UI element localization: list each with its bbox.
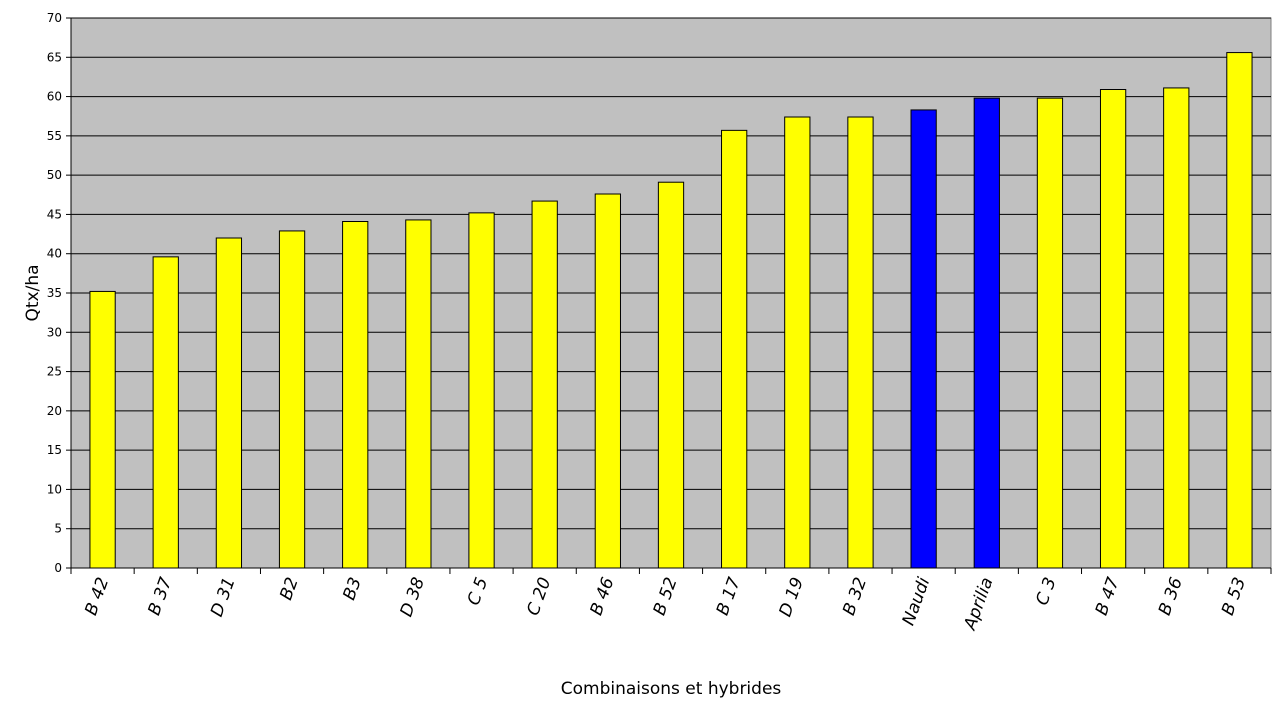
bar [910, 109, 937, 569]
y-tick-label: 30 [47, 325, 62, 339]
x-axis-title: Combinaisons et hybrides [561, 679, 782, 699]
y-tick-label: 40 [47, 247, 62, 261]
bar [1226, 52, 1253, 569]
x-tick-label: D 38 [397, 575, 430, 620]
bar [215, 237, 243, 569]
y-tick-label: 5 [54, 522, 62, 536]
x-tick-label: B3 [339, 575, 365, 603]
y-axis-ticks: 0 5 10 15 20 25 30 35 40 45 50 55 60 65 70 [47, 11, 71, 575]
y-tick-label: 25 [47, 365, 62, 379]
x-tick-label: B 17 [713, 575, 745, 618]
bar [278, 230, 306, 569]
y-tick-label: 65 [47, 50, 62, 64]
y-tick-label: 20 [47, 404, 62, 418]
y-tick-label: 45 [47, 207, 62, 221]
bar [594, 193, 621, 569]
x-tick-label: Naudi [899, 575, 935, 629]
bar [1099, 89, 1127, 569]
y-tick-label: 35 [47, 286, 62, 300]
bar [973, 97, 1000, 569]
x-tick-label: B 52 [650, 575, 682, 618]
x-tick-label: Aprilia [960, 575, 998, 634]
x-axis-ticks: B 42 B 37 D 31 B2 B3 D 38 C 5 C 20 B 46 B 52 B 17 D… [70, 568, 1272, 634]
bar [531, 200, 558, 569]
x-tick-label: B 37 [144, 575, 176, 618]
x-tick-label: C 5 [464, 575, 492, 608]
x-tick-label: D 31 [207, 575, 240, 620]
bar [721, 129, 748, 569]
x-tick-label: B 42 [81, 575, 113, 618]
bar [468, 212, 495, 569]
x-tick-label: D 19 [775, 575, 808, 620]
x-tick-label: B 53 [1218, 575, 1250, 618]
x-tick-label: B 36 [1155, 575, 1187, 618]
y-tick-label: 10 [47, 482, 62, 496]
bar [1036, 97, 1064, 569]
x-tick-label: C 3 [1032, 575, 1060, 608]
y-tick-label: 15 [47, 443, 62, 457]
x-tick-label: B2 [276, 575, 302, 603]
bar [342, 221, 369, 569]
bar [784, 116, 811, 569]
x-tick-label: B 47 [1092, 575, 1124, 618]
bar [1163, 87, 1190, 569]
y-tick-label: 60 [47, 90, 62, 104]
bars [89, 52, 1253, 569]
y-tick-label: 70 [47, 11, 62, 25]
y-tick-label: 0 [54, 561, 62, 575]
y-axis-title: Qtx/ha [23, 264, 43, 321]
y-tick-label: 50 [47, 168, 62, 182]
x-tick-label: B 46 [587, 575, 619, 618]
y-tick-label: 55 [47, 129, 62, 143]
x-tick-label: C 20 [523, 575, 555, 618]
bar [89, 290, 116, 569]
bar [847, 116, 874, 569]
bar [405, 219, 432, 569]
bar [152, 256, 179, 569]
x-tick-label: B 32 [839, 575, 871, 618]
bar [657, 181, 685, 569]
